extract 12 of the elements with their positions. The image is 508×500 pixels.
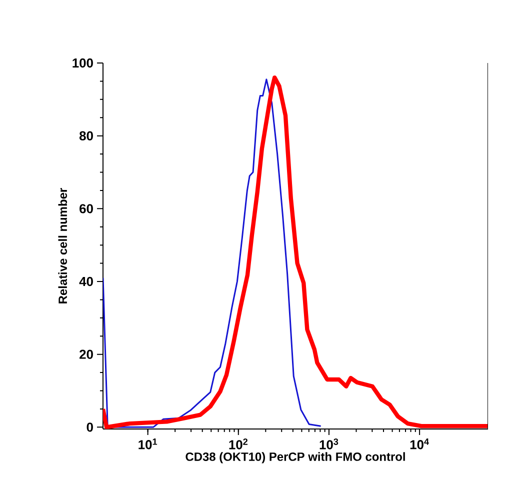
y-tick-label: 100 bbox=[72, 58, 93, 68]
x-tick-label: 10$^{1}$ bbox=[138, 438, 158, 450]
x-tick-label: 10$^{4}$ bbox=[410, 438, 429, 450]
y-axis-title: Relative cell number bbox=[58, 188, 68, 304]
y-tick-label: 20 bbox=[80, 350, 93, 359]
x-tick-label: 10$^{3}$ bbox=[320, 438, 338, 450]
x-tick-label: 10$^{2}$ bbox=[229, 438, 248, 450]
x-axis-title: CD38 (OKT10) PerCP with FMO control bbox=[186, 452, 405, 464]
y-tick-label: 0 bbox=[86, 422, 93, 432]
y-tick-label: 80 bbox=[79, 131, 93, 140]
y-tick-label: 40 bbox=[79, 276, 93, 286]
y-tick-label: 60 bbox=[80, 204, 93, 214]
